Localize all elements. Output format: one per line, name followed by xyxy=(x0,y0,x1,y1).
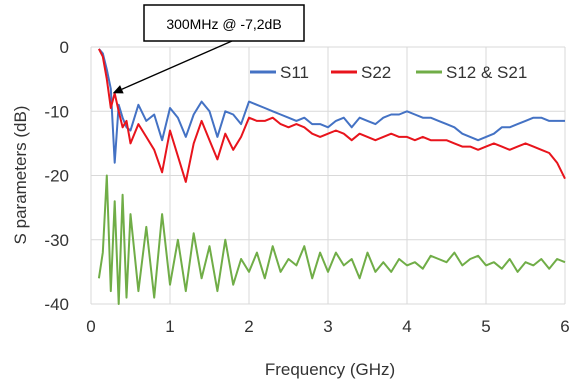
series-line-s22 xyxy=(98,48,566,183)
annotation-box xyxy=(143,4,305,42)
series-layer xyxy=(97,48,566,305)
legend-label: S12 & S21 xyxy=(446,63,527,82)
legend: S11 S22 S12 & S21 xyxy=(250,63,527,82)
y-tick-label: -30 xyxy=(44,231,69,250)
y-axis-title: S parameters (dB) xyxy=(11,106,30,245)
x-tick-label: 0 xyxy=(86,317,95,336)
x-tick-label: 2 xyxy=(244,317,253,336)
series-line-s12-s21 xyxy=(97,174,566,305)
x-axis-title: Frequency (GHz) xyxy=(265,360,395,379)
series-line-s11 xyxy=(98,48,565,164)
x-tick-label: 5 xyxy=(481,317,490,336)
legend-label: S22 xyxy=(361,63,391,82)
x-tick-label: 4 xyxy=(402,317,411,336)
x-tick-label: 1 xyxy=(165,317,174,336)
ticks: 0 1 2 3 4 5 6 0 -10 -20 -30 -40 xyxy=(44,38,569,336)
y-tick-label: -10 xyxy=(44,102,69,121)
y-tick-label: 0 xyxy=(60,38,69,57)
y-tick-label: -40 xyxy=(44,295,69,314)
annotation: 300MHz @ -7,2dB xyxy=(112,4,305,94)
y-tick-label: -20 xyxy=(44,167,69,186)
legend-label: S11 xyxy=(280,63,309,82)
x-tick-label: 3 xyxy=(323,317,332,336)
annotation-text: 300MHz @ -7,2dB xyxy=(166,16,281,32)
annotation-arrow xyxy=(121,40,233,90)
annotation-arrowhead xyxy=(112,85,124,94)
x-tick-label: 6 xyxy=(560,317,569,336)
